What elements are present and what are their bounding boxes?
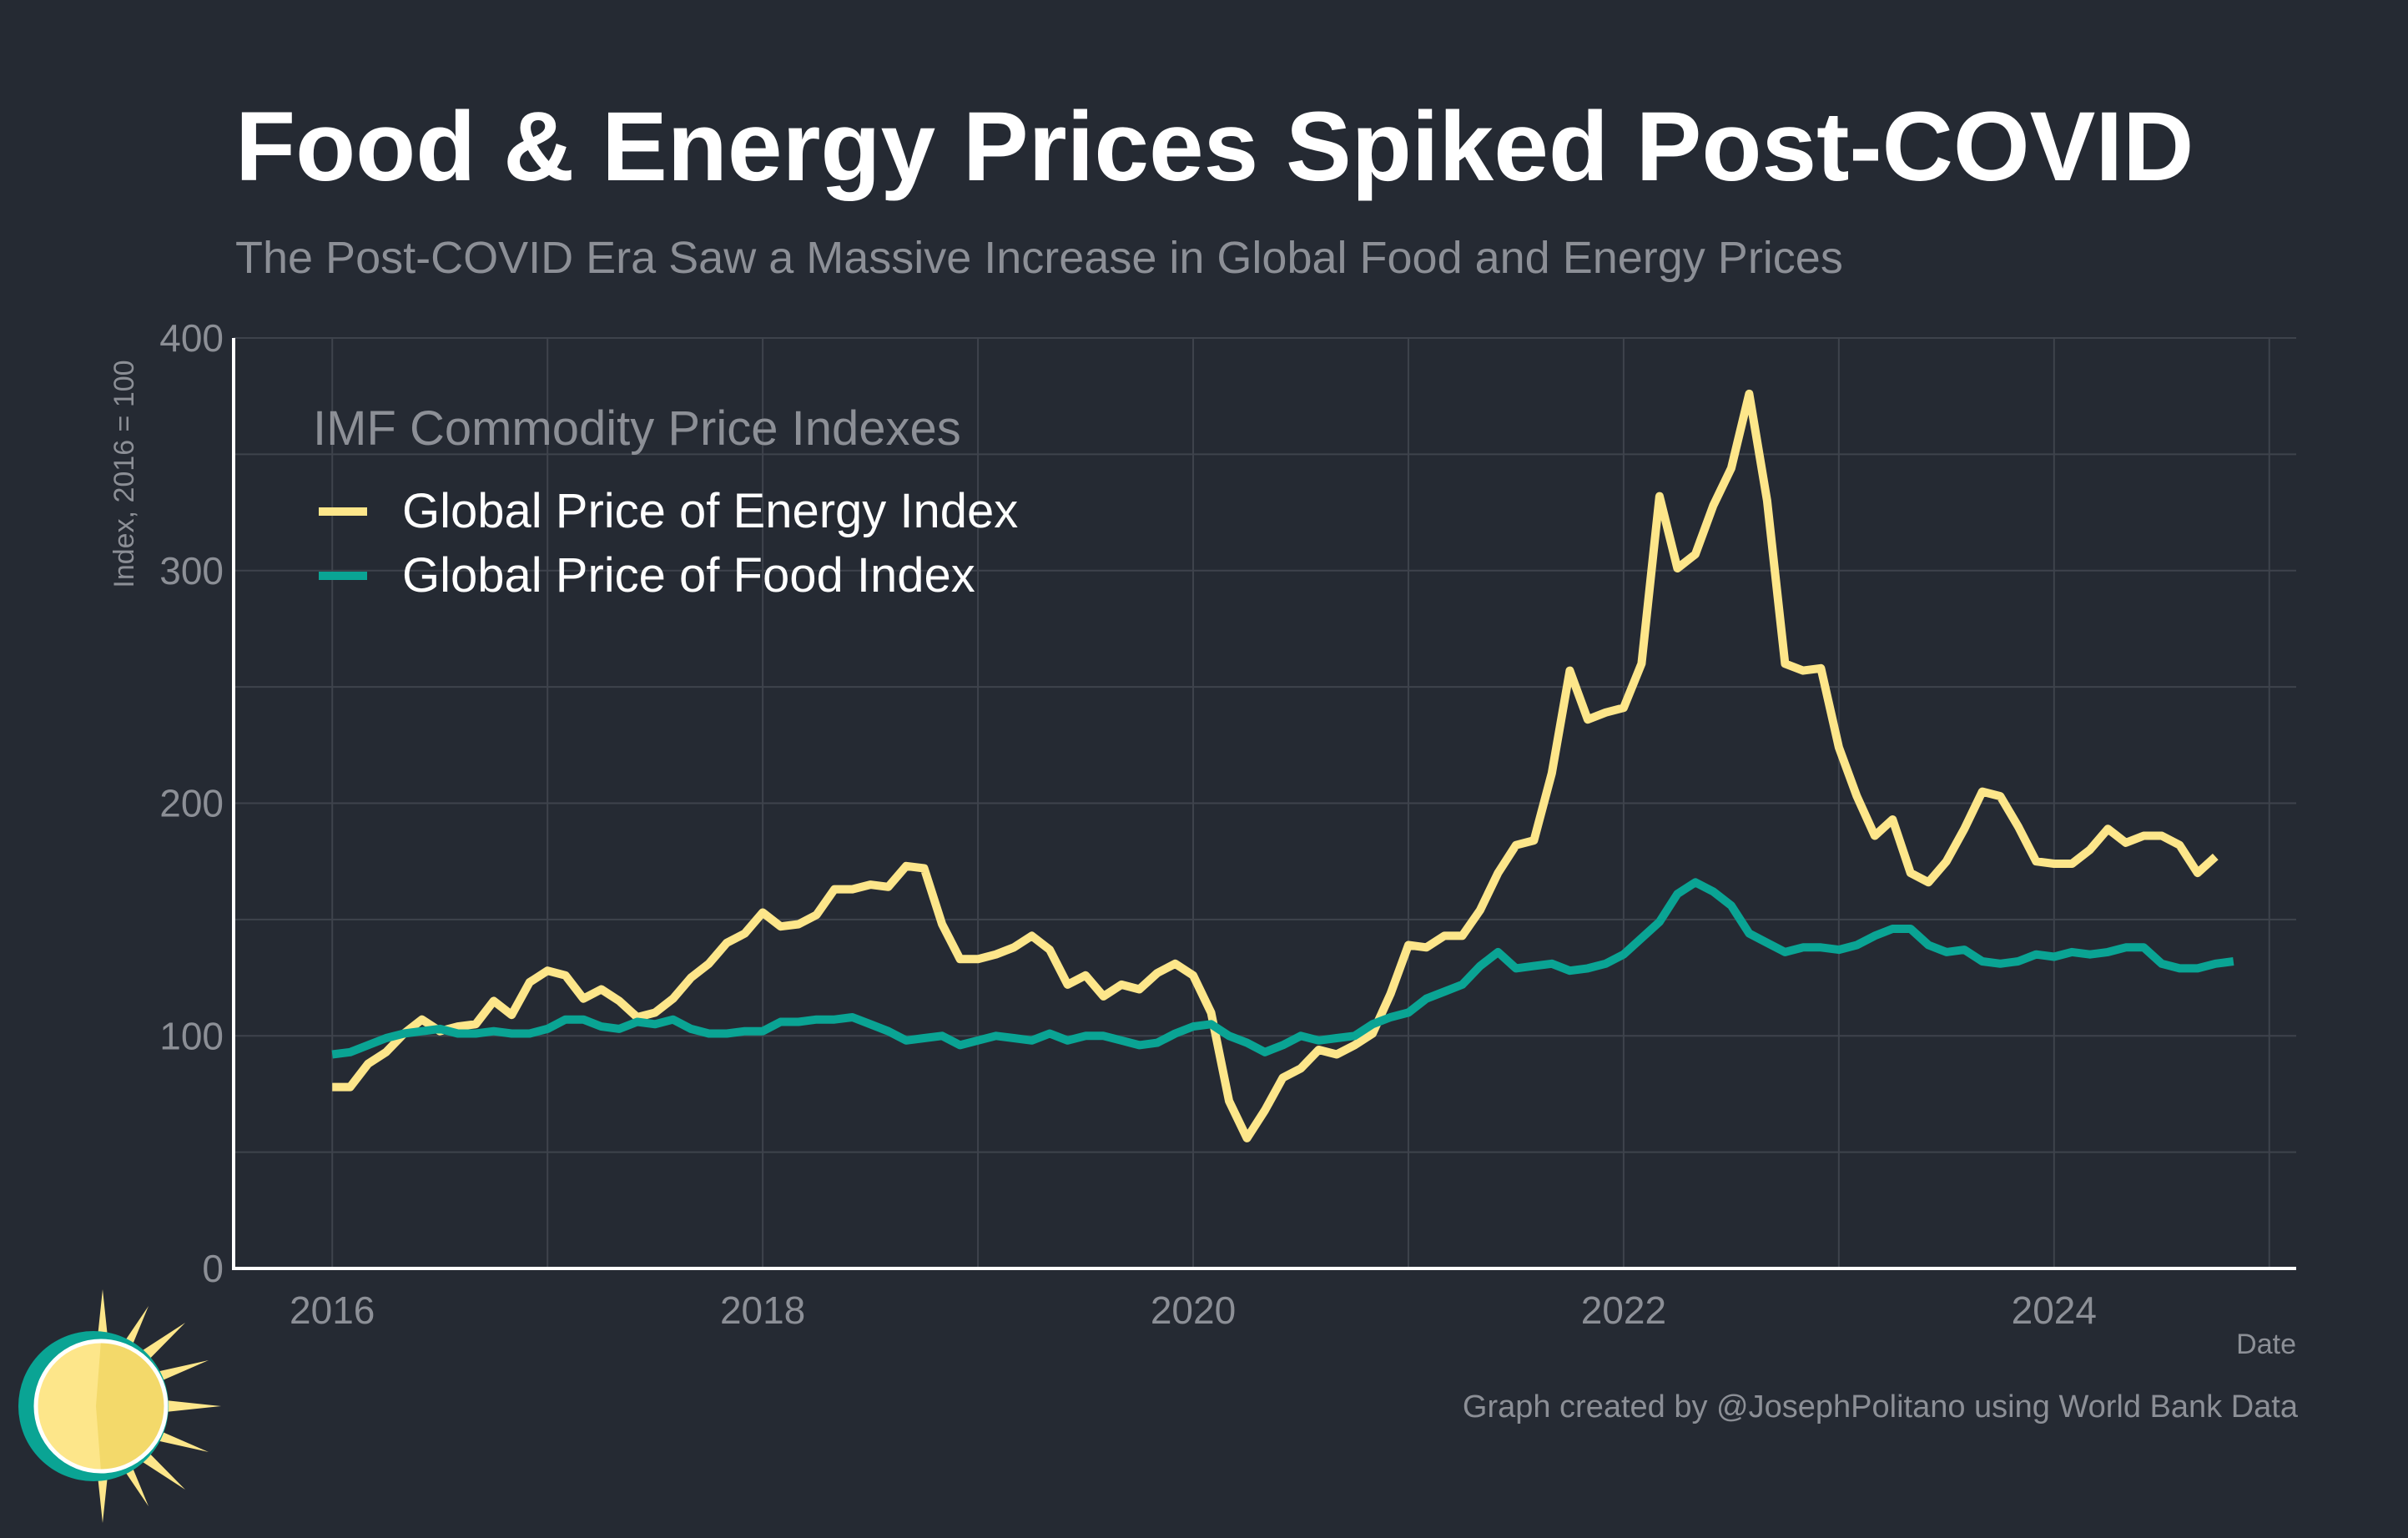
x-axis-ticks: 2016 2018 2020 2022 2024 bbox=[290, 1288, 2097, 1332]
y-axis-label: Index, 2016 = 100 bbox=[108, 360, 140, 587]
source-credit: Graph created by @JosephPolitano using W… bbox=[1462, 1389, 2298, 1425]
y-axis-ticks: 0 100 200 300 400 bbox=[159, 316, 224, 1290]
y-tick-label: 0 bbox=[202, 1247, 224, 1290]
y-tick-label: 100 bbox=[159, 1014, 224, 1057]
chart-subtitle: The Post-COVID Era Saw a Massive Increas… bbox=[235, 233, 1843, 283]
axes bbox=[232, 338, 2296, 1270]
x-tick-label: 2016 bbox=[290, 1288, 375, 1332]
legend-label-energy: Global Price of Energy Index bbox=[402, 484, 1018, 538]
y-tick-label: 400 bbox=[159, 316, 224, 360]
legend-title: IMF Commodity Price Indexes bbox=[313, 401, 961, 456]
sun-logo-icon bbox=[18, 1289, 221, 1523]
y-tick-label: 200 bbox=[159, 782, 224, 825]
series-line-food bbox=[331, 878, 2234, 1059]
y-tick-label: 300 bbox=[159, 549, 224, 593]
legend-label-food: Global Price of Food Index bbox=[402, 548, 975, 603]
grid-lines bbox=[234, 337, 2296, 1268]
series-line-energy bbox=[332, 389, 2219, 1142]
x-tick-label: 2024 bbox=[2012, 1288, 2097, 1332]
x-tick-label: 2020 bbox=[1151, 1288, 1236, 1332]
series-lines bbox=[331, 389, 2234, 1142]
x-tick-label: 2022 bbox=[1581, 1288, 1666, 1332]
x-tick-label: 2018 bbox=[720, 1288, 805, 1332]
legend: IMF Commodity Price Indexes Global Price… bbox=[313, 401, 1018, 603]
x-axis-label: Date bbox=[2236, 1329, 2296, 1360]
chart-title: Food & Energy Prices Spiked Post-COVID bbox=[235, 92, 2194, 202]
